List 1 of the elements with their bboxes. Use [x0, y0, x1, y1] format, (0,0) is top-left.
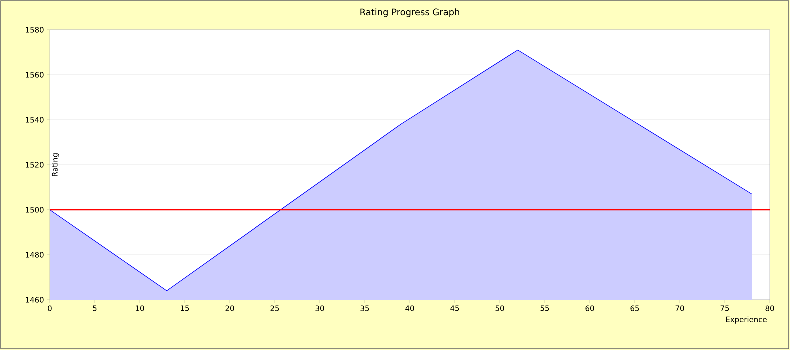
- chart-title: Rating Progress Graph: [360, 8, 460, 18]
